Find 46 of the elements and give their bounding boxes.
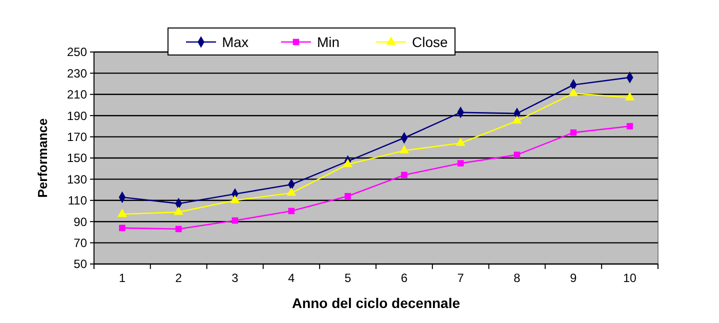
point	[342, 158, 353, 168]
y-tick-label: 90	[74, 214, 88, 229]
y-tick-label: 150	[66, 151, 88, 166]
point	[570, 129, 577, 136]
point	[344, 193, 351, 200]
point	[288, 208, 295, 214]
x-tick-label: 3	[232, 271, 239, 285]
point	[119, 224, 126, 232]
x-tick-label: 2	[175, 271, 182, 285]
point	[457, 160, 464, 166]
y-tick-label: 70	[74, 236, 88, 250]
point	[456, 138, 466, 146]
y-tick-label: 170	[66, 130, 88, 144]
x-tick-label: 4	[288, 271, 296, 285]
point	[624, 92, 635, 100]
x-axis-title: Anno del ciclo decennale	[292, 295, 460, 311]
point	[174, 206, 184, 215]
point	[175, 226, 182, 232]
point	[232, 217, 238, 224]
x-tick-label: 10	[623, 271, 637, 285]
x-tick-label: 7	[457, 271, 464, 285]
x-tick-label: 6	[400, 271, 408, 285]
x-tick-label: 8	[514, 271, 521, 285]
point	[401, 172, 408, 178]
x-tick-label: 5	[344, 271, 352, 285]
y-axis-title: Performance	[35, 118, 50, 198]
y-tick-label: 230	[66, 66, 88, 80]
point	[514, 152, 520, 158]
legend-label: Min	[317, 34, 340, 50]
y-tick-label: 110	[68, 194, 88, 208]
point	[568, 88, 578, 96]
point	[230, 194, 240, 204]
legend-label: Close	[412, 34, 448, 50]
y-tick-label: 130	[66, 172, 88, 186]
point	[512, 115, 522, 124]
point	[626, 123, 633, 130]
y-tick-label: 250	[66, 45, 88, 60]
y-tick-label: 190	[66, 108, 88, 123]
y-tick-label: 210	[66, 88, 88, 102]
x-tick-label: 1	[118, 271, 126, 285]
point	[117, 208, 128, 217]
y-tick-label: 50	[74, 257, 88, 272]
x-tick-label: 9	[570, 271, 578, 285]
legend-label: Max	[222, 34, 248, 50]
point	[286, 187, 296, 196]
point	[399, 145, 410, 154]
